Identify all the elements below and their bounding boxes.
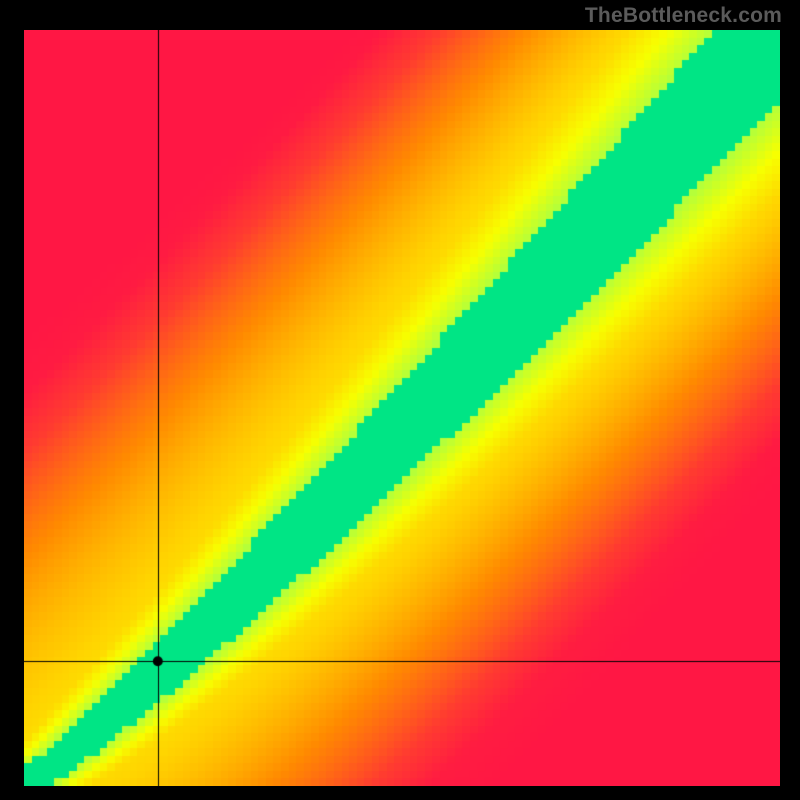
bottleneck-heatmap — [24, 30, 780, 786]
watermark-text: TheBottleneck.com — [585, 4, 782, 28]
chart-container: TheBottleneck.com — [0, 0, 800, 800]
